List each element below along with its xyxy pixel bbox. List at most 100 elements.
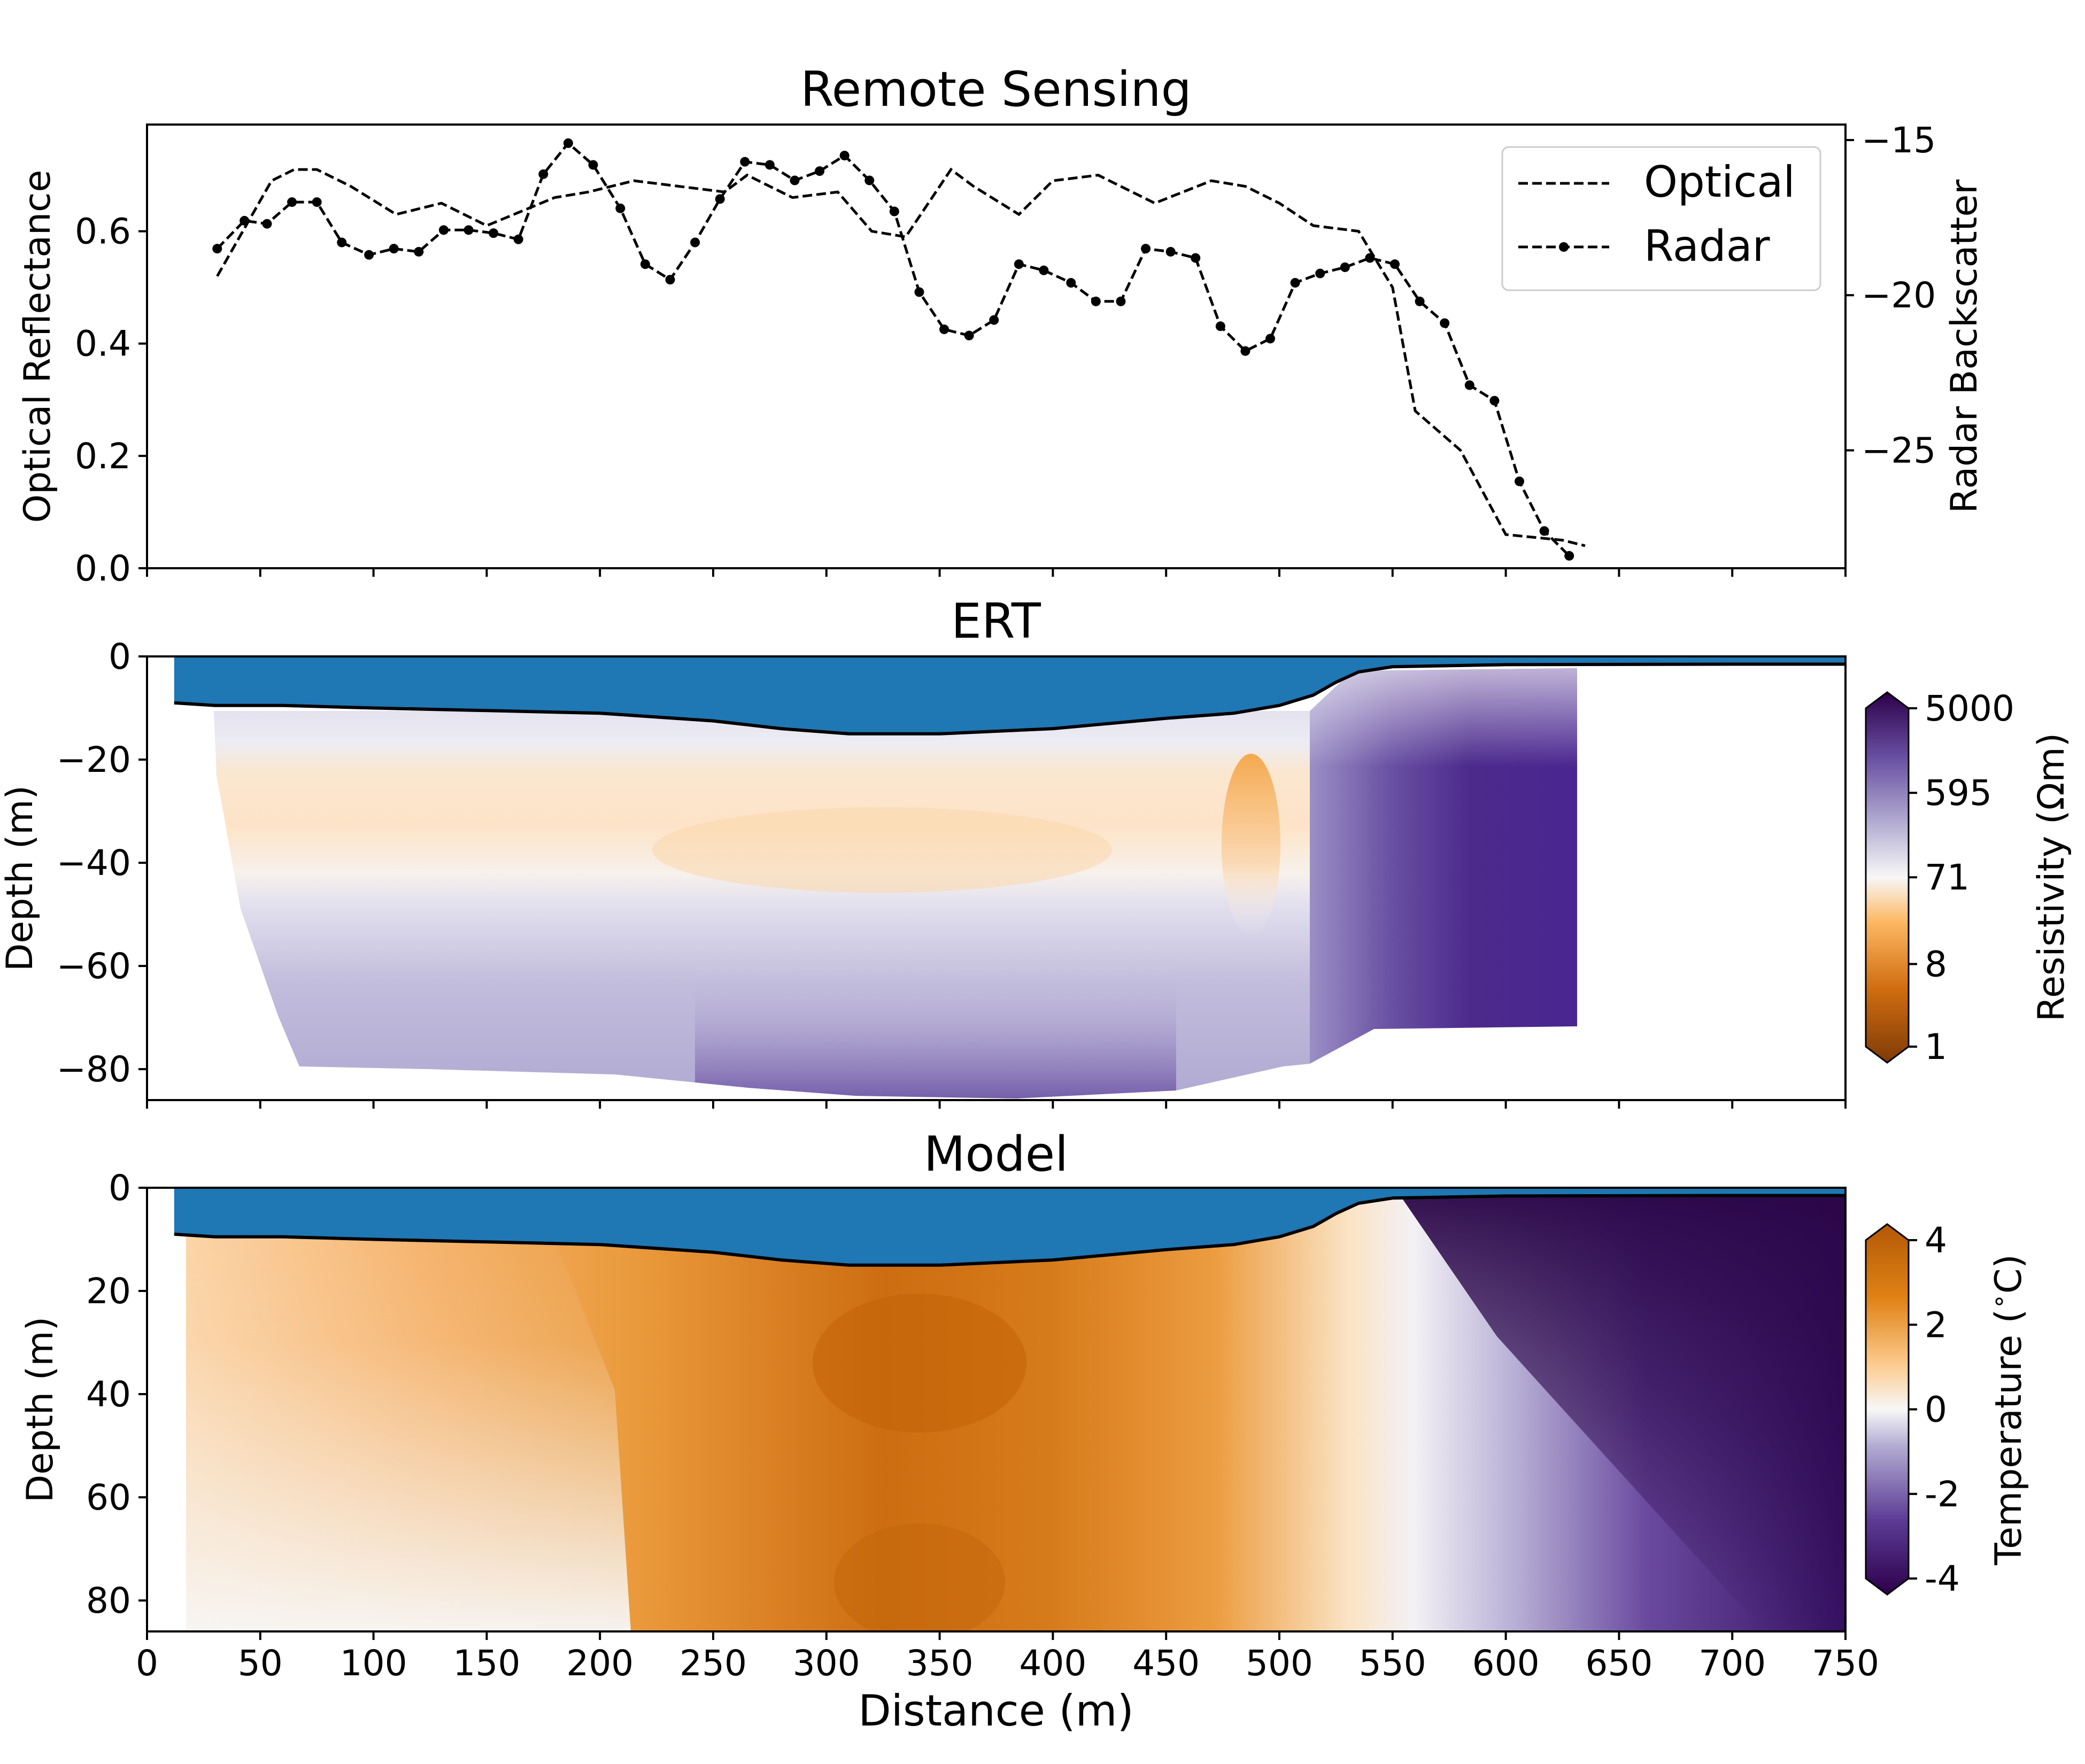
radar-point <box>563 138 573 148</box>
radar-point <box>262 219 272 229</box>
model-y-label: Depth (m) <box>19 1317 61 1503</box>
ert-conductive-band <box>652 807 1112 893</box>
radar-point <box>1039 265 1049 275</box>
y-tick-label: 0.2 <box>75 436 131 477</box>
radar-point <box>438 225 449 235</box>
model-frame <box>146 1187 1847 1633</box>
radar-point <box>690 237 700 247</box>
radar-point <box>240 215 250 226</box>
radar-point <box>989 315 999 325</box>
x-tick-label: 600 <box>1472 1643 1540 1684</box>
radar-point <box>1315 268 1325 278</box>
radar-series-line <box>216 141 1570 557</box>
legend-radar-marker <box>1559 242 1569 252</box>
remote-sensing-lines <box>212 138 1586 561</box>
ert-conductive-zone <box>1222 754 1280 935</box>
radar-point <box>1365 253 1375 263</box>
radar-y-ticks: −25 −20 −15 <box>1845 120 1936 471</box>
colorbar-tick-label: -2 <box>1925 1474 1960 1515</box>
ert-x-ticks <box>146 1100 1847 1109</box>
x-tick-label: 550 <box>1359 1643 1426 1684</box>
x-tick-label: 0 <box>136 1643 158 1684</box>
x-tick-label: 50 <box>238 1643 283 1684</box>
radar-point <box>212 244 222 254</box>
resistivity-colorbar-ticks: 1 8 71 595 5000 <box>1909 688 2014 1067</box>
colorbar-tick-label: 1 <box>1925 1026 1947 1067</box>
colorbar-tick-label: 2 <box>1925 1304 1947 1345</box>
x-tick-label: 500 <box>1246 1643 1313 1684</box>
model-lakebed-line <box>174 1194 1845 1267</box>
radar-point <box>1215 321 1225 331</box>
y-tick-label: −20 <box>57 739 131 780</box>
ert-deep-resistive-zone <box>695 962 1176 1098</box>
remote-sensing-panel: Remote Sensing 0.0 0.2 0.4 0.6 −25 −20 −15 Op… <box>17 61 1986 589</box>
radar-point <box>414 246 424 257</box>
ert-title: ERT <box>951 593 1041 649</box>
temperature-colorbar-body <box>1865 1223 1910 1596</box>
temperature-colorbar-label: Temperature (∘C) <box>1984 1254 2030 1566</box>
radar-point <box>1141 244 1151 254</box>
radar-point <box>1515 476 1525 486</box>
y2-tick-label: −20 <box>1862 275 1936 316</box>
y-tick-label: 20 <box>86 1271 131 1312</box>
radar-point <box>939 324 949 335</box>
temperature-colorbar: -4 -2 0 2 4 Temperature (∘C) <box>1865 1220 2030 1599</box>
radar-point <box>513 234 523 244</box>
model-water-body <box>174 1188 1845 1265</box>
radar-point <box>1489 396 1500 406</box>
radar-point <box>889 206 899 216</box>
model-panel: Model 0 50 100 150 200 250 300 350 400 450 500 550 6… <box>19 1126 2030 1736</box>
ert-panel: ERT 0 −20 −40 −60 −80 Depth (m) 1 8 71 595 5000 … <box>0 593 2073 1109</box>
x-tick-label: 250 <box>679 1643 747 1684</box>
y-tick-label: 80 <box>86 1580 131 1621</box>
resistivity-colorbar-body <box>1865 691 1910 1064</box>
radar-point <box>914 287 924 297</box>
radar-point <box>1290 278 1300 288</box>
radar-point <box>337 237 347 247</box>
colorbar-tick-label: 595 <box>1925 772 1992 814</box>
remote-sensing-frame <box>146 123 1847 569</box>
ert-water-body <box>174 656 1845 734</box>
y-tick-label: 0 <box>109 1167 131 1209</box>
radar-point <box>640 259 650 269</box>
radar-point <box>1539 526 1549 536</box>
colorbar-tick-label: 71 <box>1925 857 1970 898</box>
y2-tick-label: −15 <box>1862 120 1936 161</box>
y2-tick-label: −25 <box>1862 430 1936 471</box>
y-tick-label: 40 <box>86 1374 131 1415</box>
x-tick-label: 650 <box>1585 1643 1652 1684</box>
x-tick-label: 700 <box>1698 1643 1766 1684</box>
ert-y-ticks: 0 −20 −40 −60 −80 <box>57 636 147 1090</box>
radar-point <box>1265 334 1276 344</box>
remote-sensing-title: Remote Sensing <box>800 61 1191 118</box>
radar-point <box>464 225 474 235</box>
radar-point <box>615 203 626 213</box>
temperature-colorbar-ticks: -4 -2 0 2 4 <box>1909 1220 1960 1599</box>
radar-axis-label: Radar Backscatter <box>1943 180 1986 514</box>
y-tick-label: 0 <box>109 636 131 677</box>
model-warm-core <box>813 1294 1026 1433</box>
radar-point <box>1464 380 1474 390</box>
resistivity-colorbar-label: Resistivity (Ωm) <box>2030 733 2073 1022</box>
radar-point <box>489 228 499 238</box>
ert-frame <box>146 655 1847 1101</box>
resistivity-colorbar: 1 8 71 595 5000 Resistivity (Ωm) <box>1865 688 2073 1067</box>
y-tick-label: −80 <box>57 1049 131 1090</box>
legend-radar-label: Radar <box>1644 221 1770 271</box>
ert-field <box>174 656 1845 1098</box>
x-tick-label: 150 <box>453 1643 520 1684</box>
radar-point <box>1390 259 1400 269</box>
radar-point <box>839 151 850 161</box>
distance-axis-label: Distance (m) <box>858 1686 1134 1736</box>
radar-point <box>1014 259 1024 269</box>
colorbar-tick-label: 4 <box>1925 1220 1947 1261</box>
radar-point <box>1191 253 1201 263</box>
x-tick-label: 350 <box>906 1643 974 1684</box>
radar-point <box>964 330 974 341</box>
colorbar-tick-label: 0 <box>1925 1389 1947 1430</box>
x-tick-label: 400 <box>1019 1643 1086 1684</box>
ert-permafrost-top <box>1310 668 1577 1064</box>
y-tick-label: 0.0 <box>75 548 131 589</box>
model-field <box>174 1188 1845 1631</box>
